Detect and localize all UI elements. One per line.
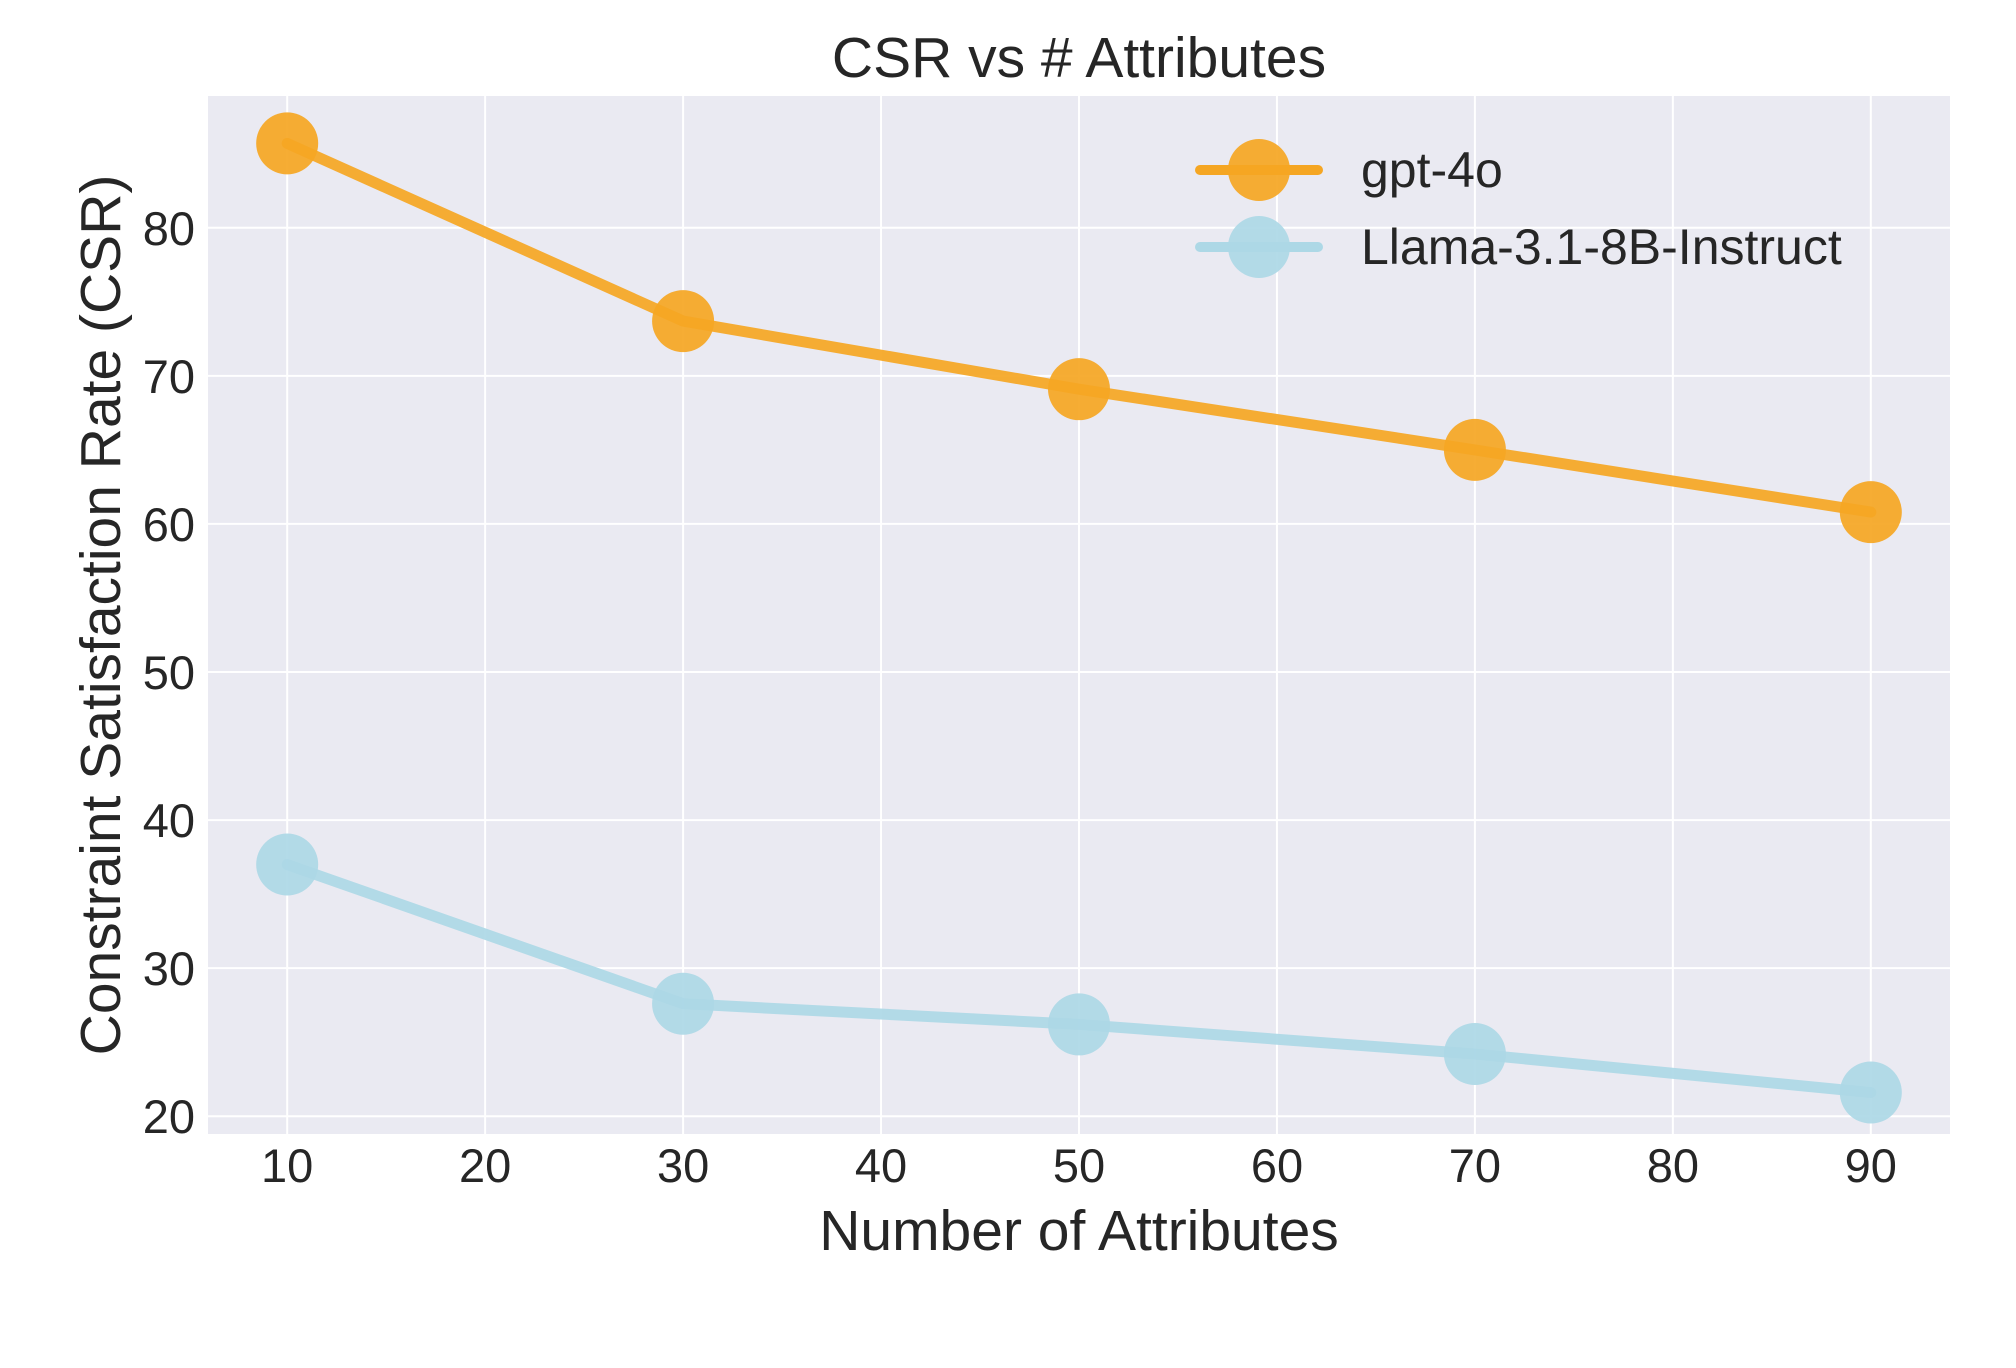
data-point xyxy=(1839,481,1902,544)
legend-label-llama: Llama-3.1-8B-Instruct xyxy=(1361,219,1842,275)
x-tick-label: 30 xyxy=(657,1139,709,1192)
legend-marker-llama xyxy=(1228,216,1290,278)
x-tick-label: 60 xyxy=(1251,1139,1303,1192)
data-point xyxy=(256,112,319,175)
x-tick-label: 20 xyxy=(459,1139,511,1192)
x-tick-label: 10 xyxy=(261,1139,313,1192)
data-point xyxy=(1048,993,1110,1056)
data-point xyxy=(1839,1061,1902,1124)
x-tick-label: 50 xyxy=(1053,1139,1105,1192)
x-tick-label: 70 xyxy=(1449,1139,1501,1192)
legend-marker-gpt-4o xyxy=(1228,139,1290,201)
legend: gpt-4o Llama-3.1-8B-Instruct xyxy=(1195,139,1842,278)
data-point xyxy=(652,290,715,353)
x-tick-label: 90 xyxy=(1845,1139,1897,1192)
y-tick-label: 40 xyxy=(143,794,195,847)
y-tick-label: 20 xyxy=(143,1090,195,1143)
y-tick-labels: 20 30 40 50 60 70 80 xyxy=(143,202,195,1143)
data-point xyxy=(1048,358,1110,421)
x-axis-title: Number of Attributes xyxy=(819,1199,1339,1263)
data-point xyxy=(1443,1023,1506,1086)
x-tick-label: 40 xyxy=(855,1139,907,1192)
y-axis-title: Constraint Satisfaction Rate (CSR) xyxy=(69,175,133,1056)
data-point xyxy=(256,833,319,896)
y-tick-label: 50 xyxy=(143,646,195,699)
y-tick-label: 60 xyxy=(143,498,195,551)
series-Llama-3.1-8B-Instruct xyxy=(256,833,1902,1124)
y-tick-label: 70 xyxy=(143,350,195,403)
data-point xyxy=(1443,418,1506,481)
x-tick-label: 80 xyxy=(1647,1139,1699,1192)
y-tick-label: 80 xyxy=(143,202,195,255)
x-tick-labels: 10 20 30 40 50 60 70 80 90 xyxy=(261,1139,1897,1192)
y-tick-label: 30 xyxy=(143,942,195,995)
legend-label-gpt-4o: gpt-4o xyxy=(1361,142,1503,198)
data-point xyxy=(652,972,715,1035)
series-group xyxy=(256,112,1902,1124)
series-gpt-4o xyxy=(256,112,1902,544)
chart-title: CSR vs # Attributes xyxy=(832,26,1326,90)
